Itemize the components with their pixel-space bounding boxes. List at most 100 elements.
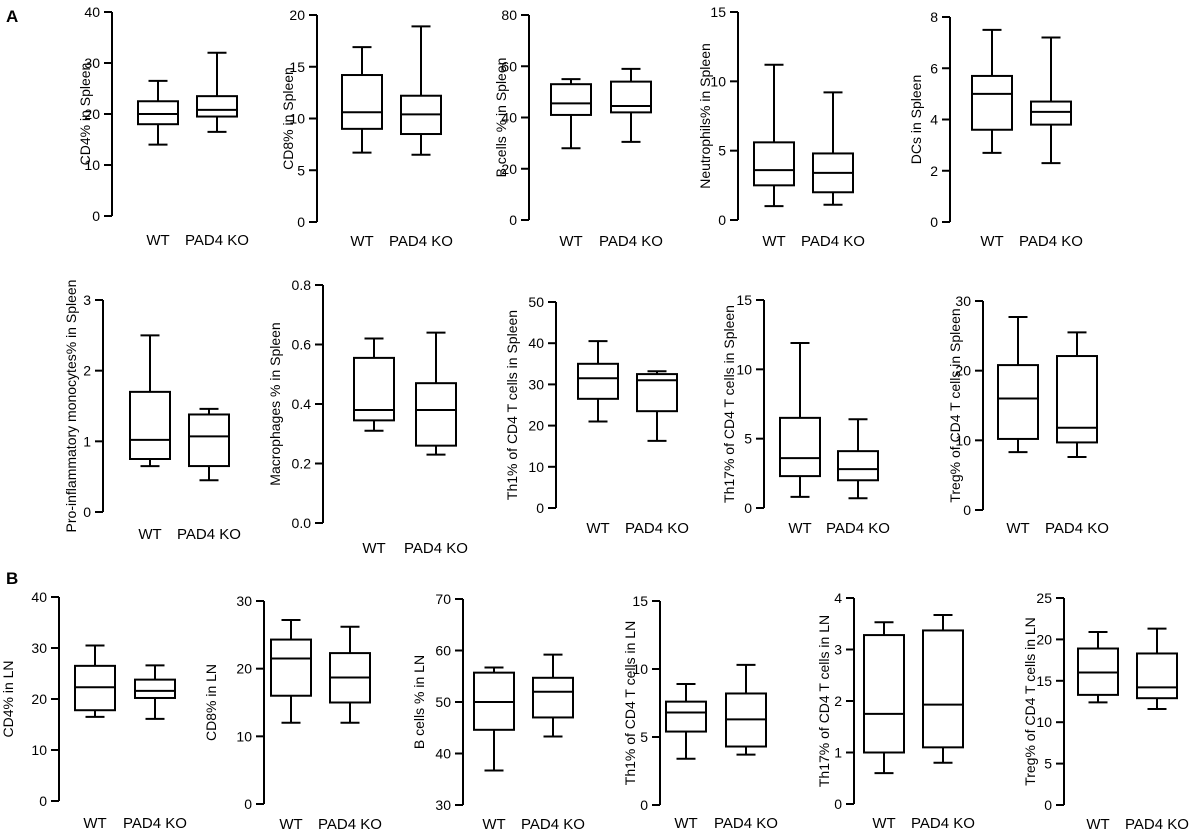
y-tick-label: 1 [834,745,842,761]
y-tick-label: 10 [289,111,305,127]
chart-panel-2: 0 5 10 15 20 CD8% in Spleen WT PAD4 KO [280,7,453,250]
y-tick-label: 5 [297,162,305,178]
y-axis-label: Pro-inflammatory monocytes% in Spleen [63,280,79,533]
y-tick-label: 20 [31,691,47,707]
box-wt [971,28,1013,154]
y-tick-label: 3 [83,292,91,308]
iqr-box [665,700,707,733]
y-tick-label: 20 [84,106,100,122]
category-label: PAD4 KO [177,526,241,543]
chart-panel-4: 0 5 10 15 Neutrophils% in Spleen WT PAD4 KO [697,4,865,250]
y-tick-label: 40 [528,335,544,351]
y-tick-label: 30 [31,640,47,656]
y-tick-label: 10 [955,432,971,448]
category-label: PAD4 KO [625,520,689,537]
category-label: WT [586,520,609,537]
box-wt [353,337,395,432]
chart-panel-16: 0 5 10 15 20 25 Treg% of CD4 T cells in LN WT PA… [1022,590,1189,833]
box-pad4-ko [725,663,767,756]
iqr-box [837,450,879,482]
y-axis-label: CD8% in LN [203,664,219,741]
category-label: WT [83,815,106,832]
box-wt [341,46,383,154]
iqr-box [137,100,179,126]
iqr-box [134,678,176,699]
box-pad4-ko [812,91,854,206]
iqr-box [1030,100,1072,126]
category-label: WT [279,816,302,833]
y-tick-label: 70 [435,591,451,607]
category-label: PAD4 KO [389,233,453,250]
chart-panel-8: 0 10 20 30 40 50 Th1% of CD4 T cells in Spleen… [504,294,689,537]
y-tick-label: 5 [744,431,752,447]
y-tick-label: 40 [435,746,451,762]
iqr-box [610,80,652,114]
iqr-box [922,629,964,749]
y-tick-label: 15 [632,593,648,609]
y-axis-label: DCs in Spleen [908,75,924,165]
box-wt [550,78,592,150]
y-tick-label: 60 [435,643,451,659]
box-pad4-ko [610,67,652,143]
y-axis-label: Treg% of CD4 T cells in LN [1022,617,1038,786]
category-label: WT [362,540,385,557]
box-wt [779,341,821,498]
iqr-box [341,74,383,130]
y-axis-label: Macrophages % in Spleen [267,322,283,485]
y-tick-label: 10 [31,742,47,758]
category-label: WT [1086,816,1109,833]
y-tick-label: 10 [710,73,726,89]
y-tick-label: 25 [1036,590,1052,606]
y-tick-label: 0 [297,214,305,230]
y-tick-label: 40 [31,589,47,605]
y-axis-label: B cells % in Spleen [493,58,509,178]
y-tick-label: 10 [632,661,648,677]
box-wt [74,644,116,718]
y-tick-label: 0 [39,793,47,809]
category-label: PAD4 KO [1125,816,1189,833]
y-tick-label: 30 [236,593,252,609]
y-tick-label: 5 [1044,756,1052,772]
y-tick-label: 4 [834,590,842,606]
iqr-box [550,83,592,116]
box-pad4-ko [134,664,176,720]
box-pad4-ko [329,625,371,724]
y-axis-label: CD4% in LN [0,660,16,737]
y-tick-label: 80 [501,7,517,23]
chart-panel-1: 0 10 20 30 40 CD4% in Spleen WT PAD4 KO [77,4,249,249]
y-tick-label: 10 [1036,714,1052,730]
y-tick-label: 0.4 [292,396,312,412]
category-label: WT [762,233,785,250]
category-label: PAD4 KO [318,816,382,833]
category-label: PAD4 KO [123,815,187,832]
y-axis-label: Th1% of CD4 T cells in Spleen [504,310,520,500]
y-axis-label: Treg% of CD4 T cells in Spleen [947,308,963,502]
iqr-box [1056,355,1098,444]
category-label: PAD4 KO [714,815,778,832]
panel-letter-b: B [6,569,18,588]
box-wt [473,666,515,772]
box-wt [137,79,179,146]
y-tick-label: 0.0 [292,515,312,531]
box-pad4-ko [1136,627,1178,710]
iqr-box [577,362,619,400]
box-pad4-ko [922,613,964,764]
box-wt [753,63,795,208]
category-label: WT [788,520,811,537]
box-pad4-ko [188,407,230,482]
chart-panel-5: 0 2 4 6 8 DCs in Spleen WT PAD4 KO [908,9,1083,250]
iqr-box [636,373,678,413]
category-label: PAD4 KO [1019,233,1083,250]
box-pad4-ko [636,370,678,442]
box-pad4-ko [532,653,574,738]
category-label: PAD4 KO [185,232,249,249]
y-tick-label: 10 [528,459,544,475]
y-tick-label: 20 [955,363,971,379]
y-tick-label: 15 [1036,673,1052,689]
box-wt [1077,630,1119,704]
category-label: PAD4 KO [1045,520,1109,537]
box-pad4-ko [415,331,457,456]
chart-panel-14: 0 5 10 15 Th1% of CD4 T cells in LN WT PAD4 KO [622,593,778,832]
y-tick-label: 2 [930,163,938,179]
